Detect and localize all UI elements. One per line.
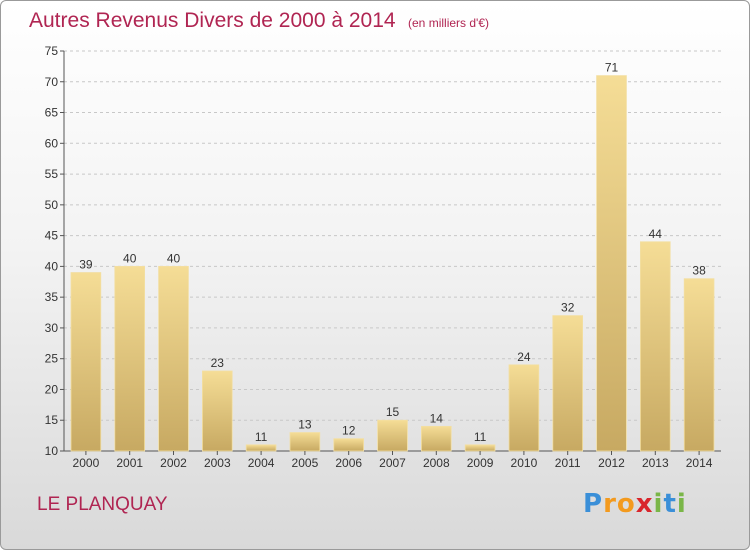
bar-value-label: 13 <box>298 418 312 432</box>
bar <box>464 444 496 452</box>
bar <box>377 419 408 452</box>
y-tick-label: 65 <box>45 106 59 120</box>
bar <box>289 432 321 452</box>
bar-value-label: 24 <box>517 350 531 364</box>
bar-value-label: 40 <box>123 251 137 265</box>
y-tick-label: 70 <box>45 75 59 89</box>
x-tick-label: 2009 <box>467 456 494 470</box>
bar <box>158 265 189 452</box>
bar <box>245 444 277 452</box>
bar-value-label: 40 <box>167 251 181 265</box>
bar <box>640 241 671 452</box>
x-tick-label: 2004 <box>248 456 275 470</box>
y-tick-label: 40 <box>45 259 59 273</box>
x-tick-label: 2007 <box>379 456 406 470</box>
title-row: Autres Revenus Divers de 2000 à 2014 (en… <box>29 9 489 33</box>
bar-value-label: 11 <box>255 430 268 444</box>
bar <box>421 425 452 452</box>
logo-letter: o <box>616 489 636 519</box>
y-tick-label: 45 <box>45 229 59 243</box>
y-tick-label: 75 <box>45 44 59 58</box>
bar <box>508 364 540 452</box>
bar-value-label: 38 <box>692 264 706 278</box>
bar-value-label: 23 <box>211 356 225 370</box>
unit-note: (en milliers d'€) <box>408 16 489 30</box>
x-tick-label: 2010 <box>511 456 538 470</box>
x-tick-label: 2011 <box>555 456 581 470</box>
x-tick-label: 2014 <box>686 456 713 470</box>
x-tick-label: 2003 <box>204 456 231 470</box>
commune-name: LE PLANQUAY <box>37 494 168 515</box>
x-tick-label: 2001 <box>116 456 143 470</box>
logo-letter: i <box>653 489 664 519</box>
bar-value-label: 15 <box>386 405 400 419</box>
chart-title: Autres Revenus Divers de 2000 à 2014 <box>29 9 396 32</box>
bar <box>683 278 715 452</box>
y-tick-label: 30 <box>45 321 59 335</box>
x-tick-label: 2002 <box>160 456 187 470</box>
proxiti-logo: Proxiti <box>583 489 687 519</box>
bar-value-label: 12 <box>342 424 356 438</box>
logo-letter: t <box>663 489 677 519</box>
bar <box>202 370 233 452</box>
bar <box>552 315 583 452</box>
logo-letter: P <box>583 489 604 519</box>
logo-letter: i <box>676 489 687 519</box>
bar <box>70 272 102 452</box>
y-tick-label: 55 <box>45 167 59 181</box>
y-tick-label: 20 <box>45 382 59 396</box>
bar-value-label: 14 <box>430 411 444 425</box>
x-tick-label: 2008 <box>423 456 450 470</box>
bar-value-label: 44 <box>649 227 663 241</box>
logo-letter: r <box>603 489 617 519</box>
y-tick-label: 25 <box>45 352 59 366</box>
bar <box>333 438 364 452</box>
bar-value-label: 11 <box>474 430 487 444</box>
x-tick-label: 2013 <box>642 456 669 470</box>
bar-value-label: 71 <box>605 61 619 75</box>
y-tick-label: 35 <box>45 290 59 304</box>
y-tick-label: 50 <box>45 198 59 212</box>
y-tick-label: 60 <box>45 136 59 150</box>
bar-value-label: 32 <box>561 301 575 315</box>
x-tick-label: 2000 <box>73 456 100 470</box>
y-tick-label: 10 <box>45 444 59 458</box>
y-tick-label: 15 <box>45 413 59 427</box>
bar <box>596 75 627 452</box>
bar-value-label: 39 <box>79 258 93 272</box>
x-tick-label: 2012 <box>598 456 625 470</box>
logo-letter: x <box>635 489 654 519</box>
x-tick-label: 2005 <box>292 456 319 470</box>
x-tick-label: 2006 <box>335 456 362 470</box>
bar <box>114 265 145 452</box>
